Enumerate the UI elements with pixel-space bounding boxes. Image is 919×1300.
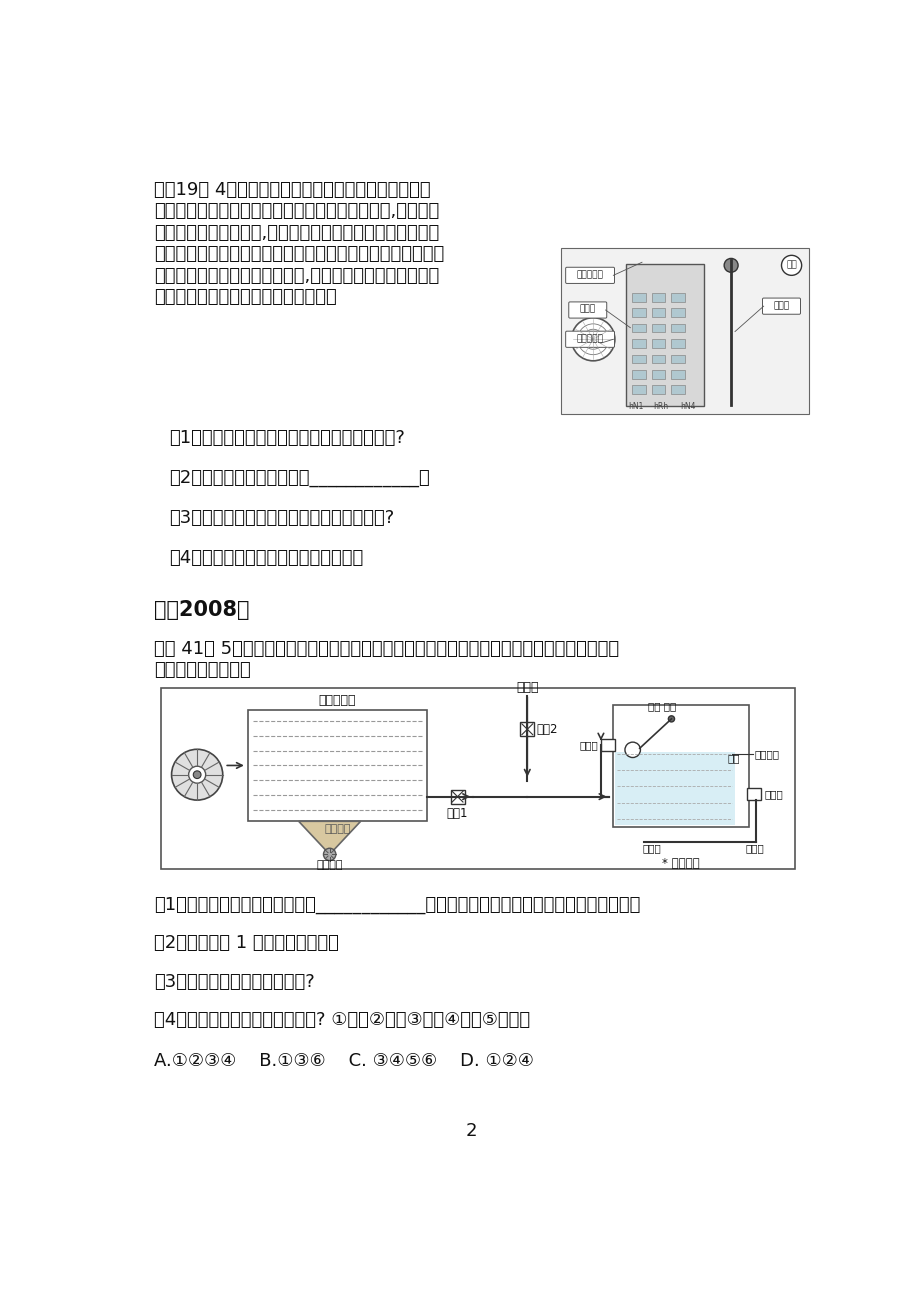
Text: 进来的信号控制反光镜作相应的调整。: 进来的信号控制反光镜作相应的调整。: [153, 289, 336, 307]
Text: 阀门1: 阀门1: [447, 807, 468, 820]
Bar: [631, 370, 645, 378]
FancyBboxPatch shape: [565, 332, 614, 347]
Bar: [560, 248, 808, 413]
Bar: [651, 324, 664, 333]
Bar: [631, 339, 645, 347]
Text: hN4: hN4: [680, 402, 696, 411]
Bar: [670, 292, 684, 302]
FancyBboxPatch shape: [568, 302, 606, 318]
Bar: [631, 308, 645, 317]
Text: 出水口: 出水口: [745, 844, 764, 854]
Bar: [520, 723, 534, 736]
Bar: [670, 370, 684, 378]
Text: （1）废水储水池的底部位置应该____________（高于、低于、等于）冲厕水筱的设定水位。: （1）废水储水池的底部位置应该____________（高于、低于、等于）冲厕水…: [153, 896, 640, 914]
Text: 自来水: 自来水: [516, 681, 538, 694]
Text: 支点 浮球: 支点 浮球: [647, 701, 675, 711]
Text: 二、2008年: 二、2008年: [153, 599, 249, 620]
Text: 镜再将光线反射到大厅,从而达到采集自然光的目的。当大阳: 镜再将光线反射到大厅,从而达到采集自然光的目的。当大阳: [153, 224, 438, 242]
Bar: [670, 339, 684, 347]
Circle shape: [171, 749, 222, 800]
Circle shape: [188, 766, 206, 783]
Text: 废水储水池: 废水储水池: [318, 694, 356, 707]
Text: 移动后，光线到达反光球面镜的位置也随之发生偏移，相应的: 移动后，光线到达反光球面镜的位置也随之发生偏移，相应的: [153, 246, 444, 264]
Bar: [162, 688, 795, 868]
Text: 太阳: 太阳: [786, 260, 796, 269]
Text: （2）说明阀门 1 不能省略的原因。: （2）说明阀门 1 不能省略的原因。: [153, 935, 338, 953]
Bar: [450, 789, 464, 803]
Bar: [651, 386, 664, 394]
Bar: [651, 308, 664, 317]
Text: 木制支架: 木制支架: [316, 859, 343, 870]
Text: （3）控制器与人体哪个器官的功能是类似的?: （3）控制器与人体哪个器官的功能是类似的?: [169, 510, 394, 528]
Bar: [670, 355, 684, 363]
Text: 设定水位: 设定水位: [754, 749, 778, 759]
Text: A.①②③④    B.①③⑥    C. ③④⑤⑥    D. ①②④: A.①②③④ B.①③⑥ C. ③④⑤⑥ D. ①②④: [153, 1052, 533, 1070]
Polygon shape: [299, 822, 360, 854]
Text: 反光镜: 反光镜: [773, 300, 789, 309]
Text: 传感器: 传感器: [579, 304, 596, 313]
Text: 阀门2: 阀门2: [536, 723, 558, 736]
Bar: [651, 292, 664, 302]
Text: hN1: hN1: [628, 402, 642, 411]
Circle shape: [323, 848, 335, 861]
Text: 碗扣: 碗扣: [726, 753, 739, 763]
Text: * 冲厕水箱: * 冲厕水箱: [662, 858, 699, 871]
Text: （1）该系统是开环控制系统还是闭环控制系统?: （1）该系统是开环控制系统还是闭环控制系统?: [169, 429, 404, 447]
Bar: [670, 386, 684, 394]
Text: 光线投射面: 光线投射面: [576, 270, 603, 280]
Circle shape: [571, 317, 614, 361]
Bar: [651, 339, 664, 347]
Bar: [631, 386, 645, 394]
Circle shape: [723, 259, 737, 272]
Bar: [746, 788, 761, 801]
Text: （第19题 4分）某办公楼大厅采用自然光照明，控制系: （第19题 4分）某办公楼大厅采用自然光照明，控制系: [153, 181, 430, 199]
FancyBboxPatch shape: [762, 298, 800, 315]
Text: hRh: hRh: [652, 402, 668, 411]
Bar: [626, 264, 703, 406]
Text: 统如右图，大阳光经过反光镜反射到反光球面镜上,反光球面: 统如右图，大阳光经过反光镜反射到反光球面镜上,反光球面: [153, 203, 438, 220]
Circle shape: [193, 771, 201, 779]
Text: （第 41题 5分）节约用水应从身边做起。某同学设计了能使生活废水充分利用的冲厕方案。请: （第 41题 5分）节约用水应从身边做起。某同学设计了能使生活废水充分利用的冲厕…: [153, 640, 618, 658]
Bar: [600, 738, 614, 751]
Bar: [670, 324, 684, 333]
Text: 出水阀: 出水阀: [764, 789, 782, 800]
Text: 反光球面镜: 反光球面镜: [576, 334, 603, 343]
FancyBboxPatch shape: [565, 268, 614, 283]
Bar: [248, 710, 426, 822]
Bar: [631, 292, 645, 302]
Text: 进水口: 进水口: [642, 844, 661, 854]
Text: （3）木制支架是否为稳定结构?: （3）木制支架是否为稳定结构?: [153, 972, 314, 991]
Bar: [631, 355, 645, 363]
Circle shape: [667, 716, 674, 722]
Bar: [614, 753, 734, 826]
Text: （2）该系统中，被控对象是____________。: （2）该系统中，被控对象是____________。: [169, 469, 429, 488]
Text: （4）制作木制支架需要哪些工具? ①锔子②全子③台钓④番子⑤螺丝刀: （4）制作木制支架需要哪些工具? ①锔子②全子③台钓④番子⑤螺丝刀: [153, 1011, 529, 1030]
Bar: [651, 355, 664, 363]
Text: 传感器就会受到光照产生电信号,控制器根据不同传感器送来: 传感器就会受到光照产生电信号,控制器根据不同传感器送来: [153, 266, 438, 285]
Text: 进水阀: 进水阀: [578, 740, 597, 750]
Bar: [651, 370, 664, 378]
Bar: [631, 324, 645, 333]
Circle shape: [780, 255, 800, 276]
Bar: [613, 705, 748, 827]
Text: （4）请再写出两种利用太刚能的产品。: （4）请再写出两种利用太刚能的产品。: [169, 550, 363, 568]
Bar: [670, 308, 684, 317]
Text: 据图回答以下问题：: 据图回答以下问题：: [153, 662, 250, 679]
Circle shape: [624, 742, 640, 758]
Text: 水池底部: 水池底部: [323, 824, 350, 835]
Text: 2: 2: [465, 1122, 477, 1140]
